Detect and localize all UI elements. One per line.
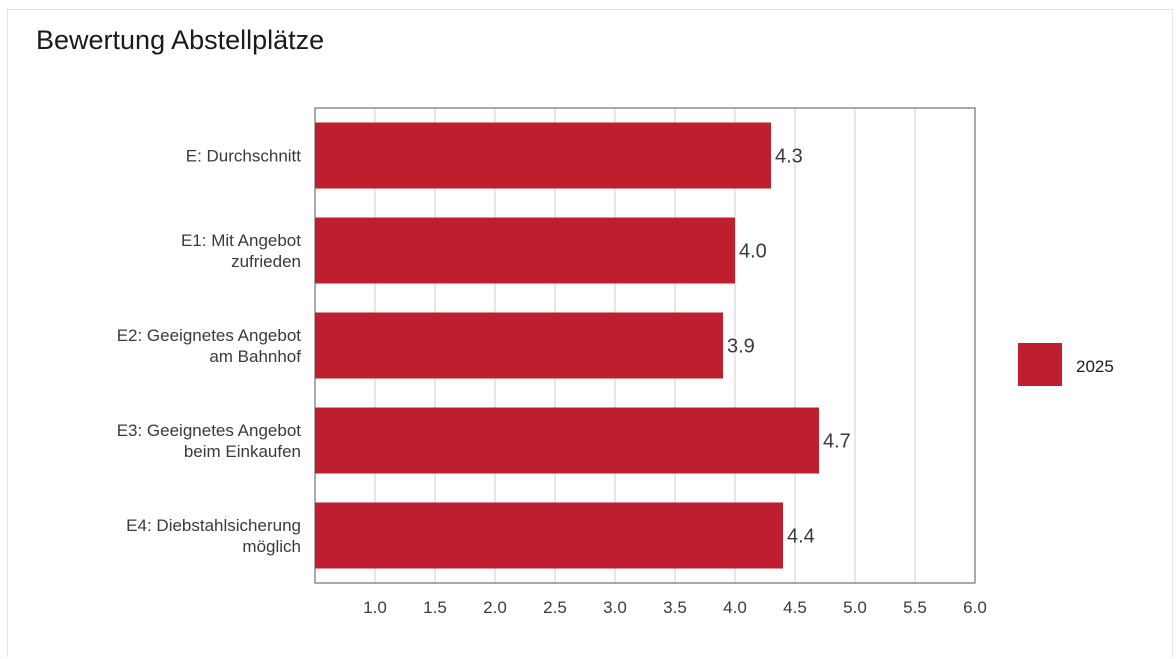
value-label: 4.3 <box>775 146 803 168</box>
legend: 2025 <box>1018 343 1114 386</box>
category-label: E1: Mit Angebot zufrieden <box>181 231 301 271</box>
x-tick-label: 5.0 <box>843 598 867 617</box>
bar <box>315 217 735 284</box>
x-tick-label: 1.5 <box>423 598 447 617</box>
chart-title: Bewertung Abstellplätze <box>36 25 325 55</box>
legend-swatch <box>1018 343 1062 386</box>
bar <box>315 312 723 379</box>
bar <box>315 407 819 474</box>
category-labels: E: Durchschnitt E1: Mit Angebot zufrieden E… <box>117 147 302 557</box>
chart-frame <box>7 9 1173 657</box>
legend-label: 2025 <box>1076 357 1114 376</box>
x-tick-label: 5.5 <box>903 598 927 617</box>
value-label: 4.4 <box>787 526 815 548</box>
x-tick-label: 4.0 <box>723 598 747 617</box>
x-tick-label: 1.0 <box>363 598 387 617</box>
category-label: E3: Geeignetes Angebot beim Einkaufen <box>117 421 302 461</box>
category-label: E2: Geeignetes Angebot am Bahnhof <box>117 326 302 366</box>
x-tick-label: 6.0 <box>963 598 987 617</box>
value-label: 3.9 <box>727 336 755 358</box>
x-tick-label: 3.5 <box>663 598 687 617</box>
value-label: 4.7 <box>823 431 851 453</box>
value-labels: 4.3 4.0 3.9 4.7 4.4 <box>727 146 851 548</box>
x-tick-label: 2.0 <box>483 598 507 617</box>
x-tick-label: 2.5 <box>543 598 567 617</box>
x-tick-labels: 1.0 1.5 2.0 2.5 3.0 3.5 4.0 4.5 5.0 5.5 6.0 <box>363 598 987 617</box>
value-label: 4.0 <box>739 241 767 263</box>
x-tick-label: 4.5 <box>783 598 807 617</box>
category-label: E4: Diebstahlsicherung möglich <box>126 516 301 556</box>
x-tick-label: 3.0 <box>603 598 627 617</box>
bar <box>315 122 771 189</box>
category-label: E: Durchschnitt <box>186 147 302 166</box>
bar <box>315 502 783 569</box>
bars <box>315 122 819 569</box>
